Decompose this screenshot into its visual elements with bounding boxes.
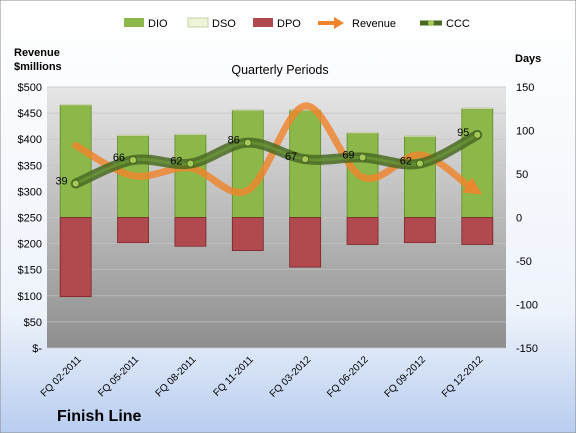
ccc-data-label: 95 <box>457 127 469 139</box>
left-tick-label: $300 <box>18 186 42 198</box>
bar-dpo <box>461 217 494 245</box>
legend-arrow-revenue <box>334 17 344 29</box>
revenue-arrowhead <box>462 177 483 195</box>
right-tick-label: 0 <box>516 213 522 225</box>
legend-label-dio: DIO <box>148 18 168 30</box>
ccc-marker <box>243 138 252 147</box>
legend-swatch-dso <box>187 17 209 28</box>
ccc-data-label: 66 <box>113 152 125 164</box>
bar-dpo <box>289 217 322 268</box>
bar-dio <box>174 134 207 218</box>
ccc-data-label: 62 <box>170 156 182 168</box>
legend-swatch-dpo <box>253 18 273 27</box>
bar-dso <box>117 134 149 137</box>
ccc-marker <box>358 153 367 162</box>
ccc-layer: 39 66 62 86 67 69 62 95 <box>55 127 483 189</box>
ccc-marker <box>416 159 424 168</box>
right-tick-label: 150 <box>516 82 534 94</box>
right-axis-title: Days <box>515 53 541 65</box>
ccc-marker <box>186 159 195 168</box>
bar-dpo <box>346 217 379 245</box>
bar-dso <box>232 109 264 111</box>
revenue-line <box>72 102 473 196</box>
ccc-marker <box>473 130 482 139</box>
ccc-data-label: 86 <box>228 135 240 147</box>
legend-item-dpo: DPO <box>253 18 301 30</box>
right-tick-label: 100 <box>516 126 534 138</box>
bar-dso <box>404 135 436 137</box>
ccc-data-label: 67 <box>285 151 297 163</box>
left-tick-label: $450 <box>18 108 42 120</box>
bar-dpo <box>404 217 436 244</box>
legend-label-dpo: DPO <box>277 18 301 30</box>
left-tick-label: $- <box>32 343 42 355</box>
ccc-data-label: 69 <box>342 149 354 161</box>
legend-item-ccc: CCC <box>420 18 470 30</box>
legend-item-revenue: Revenue <box>318 17 396 30</box>
legend-swatch-dio <box>124 18 144 27</box>
left-tick-label: $50 <box>24 317 42 329</box>
bar-dpo <box>231 217 264 251</box>
bar-dso <box>346 131 379 134</box>
bar-dso <box>59 104 92 106</box>
bar-dio <box>231 110 264 218</box>
bar-dio <box>59 104 92 218</box>
bar-dpo <box>59 217 92 298</box>
legend-item-dso: DSO <box>187 17 236 30</box>
left-axis-title-line2: $millions <box>14 61 62 73</box>
left-tick-label: $250 <box>18 213 42 225</box>
right-tick-label: 50 <box>516 169 528 181</box>
legend: DIO DSO DPO Revenue CCC <box>124 17 470 30</box>
left-tick-label: $100 <box>18 291 42 303</box>
bar-dpo <box>174 217 207 247</box>
chart-title: Quarterly Periods <box>231 63 328 77</box>
legend-item-dio: DIO <box>124 18 168 30</box>
ccc-data-label: 39 <box>55 176 67 188</box>
left-tick-label: $200 <box>18 239 42 251</box>
legend-marker-ccc <box>428 20 434 26</box>
left-tick-label: $400 <box>18 134 42 146</box>
right-tick-label: -150 <box>516 343 538 355</box>
bar-dso <box>461 107 494 110</box>
left-axis-title-line1: Revenue <box>14 47 60 59</box>
legend-label-revenue: Revenue <box>352 18 396 30</box>
revenue-layer <box>72 102 483 196</box>
right-tick-label: -50 <box>516 256 532 268</box>
left-tick-label: $500 <box>18 82 42 94</box>
left-tick-label: $350 <box>18 160 42 172</box>
legend-label-dso: DSO <box>212 18 236 30</box>
legend-label-ccc: CCC <box>446 18 470 30</box>
ccc-marker <box>71 179 80 188</box>
bar-dio <box>461 108 494 218</box>
ccc-marker <box>129 156 137 164</box>
right-tick-label: -100 <box>516 300 538 312</box>
left-tick-label: $150 <box>18 265 42 277</box>
right-axis-ticks: -150 -100 -50 0 50 100 150 <box>516 82 538 355</box>
bar-dso <box>289 109 321 111</box>
bar-dpo <box>117 217 149 244</box>
company-name: Finish Line <box>57 408 142 425</box>
bar-dio <box>404 136 436 218</box>
ccc-marker <box>301 155 310 164</box>
left-axis-ticks: $- $50 $100 $150 $200 $250 $300 $350 $400 $450 $50… <box>18 82 43 355</box>
bar-dso <box>174 133 207 136</box>
ccc-data-label: 62 <box>400 156 412 168</box>
